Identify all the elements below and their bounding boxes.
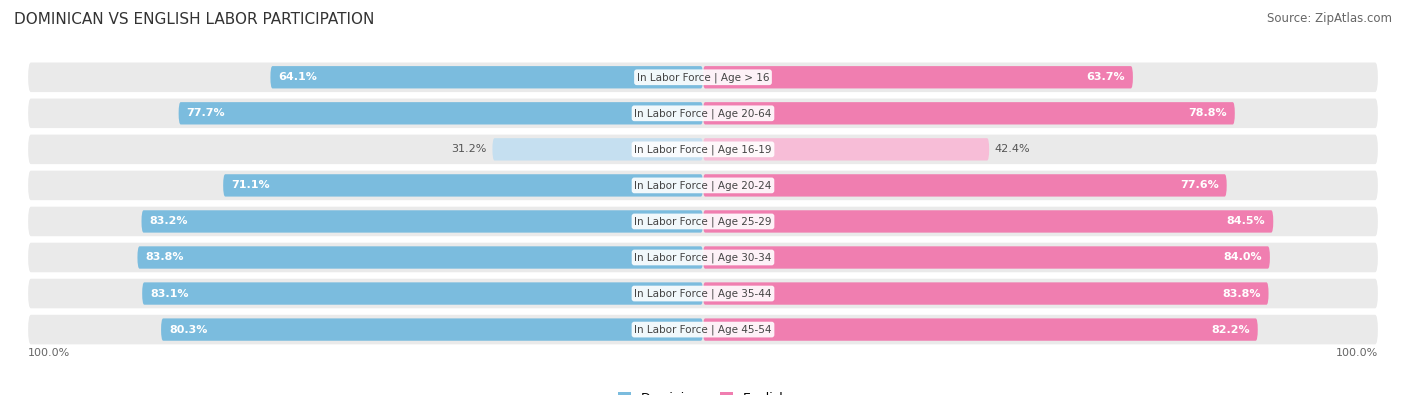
Text: 77.7%: 77.7% (187, 108, 225, 118)
FancyBboxPatch shape (179, 102, 703, 124)
Text: 64.1%: 64.1% (278, 72, 318, 82)
Text: In Labor Force | Age 45-54: In Labor Force | Age 45-54 (634, 324, 772, 335)
FancyBboxPatch shape (28, 171, 1378, 200)
FancyBboxPatch shape (703, 66, 1133, 88)
FancyBboxPatch shape (703, 318, 1258, 341)
FancyBboxPatch shape (28, 135, 1378, 164)
FancyBboxPatch shape (703, 246, 1270, 269)
FancyBboxPatch shape (703, 138, 990, 160)
Text: 31.2%: 31.2% (451, 144, 486, 154)
Text: In Labor Force | Age 20-64: In Labor Force | Age 20-64 (634, 108, 772, 118)
FancyBboxPatch shape (28, 279, 1378, 308)
Text: 63.7%: 63.7% (1087, 72, 1125, 82)
FancyBboxPatch shape (162, 318, 703, 341)
Text: 100.0%: 100.0% (1336, 348, 1378, 357)
Text: 42.4%: 42.4% (994, 144, 1031, 154)
Text: 82.2%: 82.2% (1211, 325, 1250, 335)
Text: 71.1%: 71.1% (231, 181, 270, 190)
FancyBboxPatch shape (492, 138, 703, 160)
Text: In Labor Force | Age 30-34: In Labor Force | Age 30-34 (634, 252, 772, 263)
FancyBboxPatch shape (28, 243, 1378, 272)
Text: DOMINICAN VS ENGLISH LABOR PARTICIPATION: DOMINICAN VS ENGLISH LABOR PARTICIPATION (14, 12, 374, 27)
FancyBboxPatch shape (703, 210, 1274, 233)
Text: In Labor Force | Age 16-19: In Labor Force | Age 16-19 (634, 144, 772, 154)
Text: Source: ZipAtlas.com: Source: ZipAtlas.com (1267, 12, 1392, 25)
Text: In Labor Force | Age 25-29: In Labor Force | Age 25-29 (634, 216, 772, 227)
Text: 84.0%: 84.0% (1223, 252, 1261, 263)
Text: In Labor Force | Age 35-44: In Labor Force | Age 35-44 (634, 288, 772, 299)
FancyBboxPatch shape (28, 315, 1378, 344)
Text: 78.8%: 78.8% (1188, 108, 1226, 118)
FancyBboxPatch shape (138, 246, 703, 269)
Text: 83.8%: 83.8% (146, 252, 184, 263)
Text: 80.3%: 80.3% (169, 325, 208, 335)
Legend: Dominican, English: Dominican, English (619, 392, 787, 395)
Text: In Labor Force | Age 20-24: In Labor Force | Age 20-24 (634, 180, 772, 191)
FancyBboxPatch shape (703, 102, 1234, 124)
FancyBboxPatch shape (703, 282, 1268, 305)
Text: 84.5%: 84.5% (1226, 216, 1265, 226)
FancyBboxPatch shape (28, 62, 1378, 92)
Text: 83.8%: 83.8% (1222, 288, 1260, 299)
FancyBboxPatch shape (270, 66, 703, 88)
Text: 100.0%: 100.0% (28, 348, 70, 357)
FancyBboxPatch shape (142, 210, 703, 233)
FancyBboxPatch shape (142, 282, 703, 305)
Text: 83.1%: 83.1% (150, 288, 188, 299)
FancyBboxPatch shape (224, 174, 703, 197)
Text: 83.2%: 83.2% (149, 216, 188, 226)
FancyBboxPatch shape (703, 174, 1226, 197)
FancyBboxPatch shape (28, 98, 1378, 128)
Text: In Labor Force | Age > 16: In Labor Force | Age > 16 (637, 72, 769, 83)
Text: 77.6%: 77.6% (1180, 181, 1219, 190)
FancyBboxPatch shape (28, 207, 1378, 236)
